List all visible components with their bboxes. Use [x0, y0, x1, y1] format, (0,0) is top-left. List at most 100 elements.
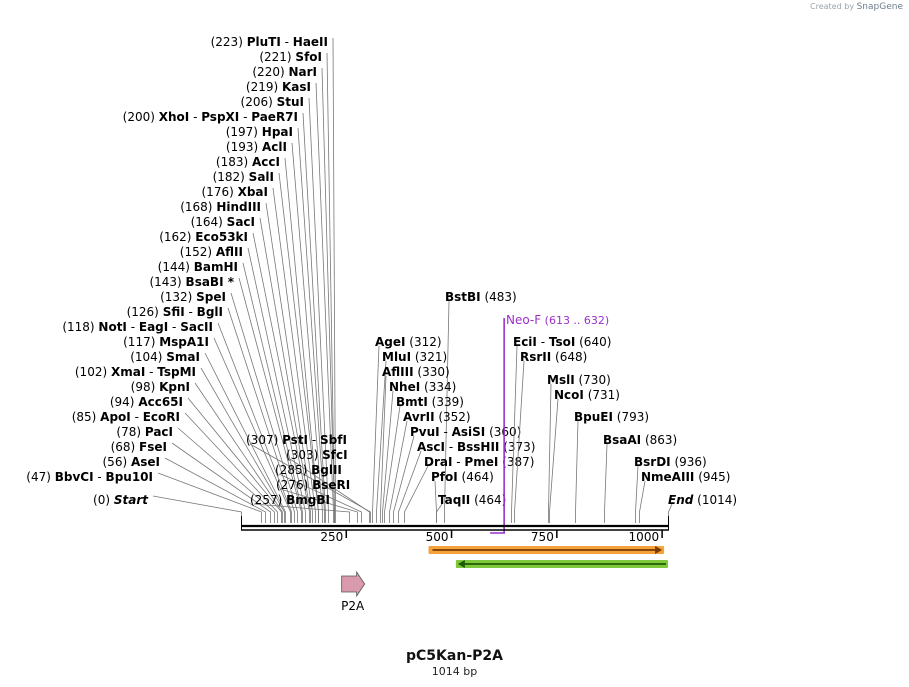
enzyme-name: SfiI [163, 305, 185, 319]
enzyme-name: PspXI [201, 110, 239, 124]
site-position: (387) [498, 455, 534, 469]
enzyme-name: EagI [139, 320, 168, 334]
site-label: (126) SfiI - BglI [127, 305, 223, 319]
site-position: (648) [551, 350, 587, 364]
site-separator: - [131, 410, 143, 424]
site-label: TaqII (464) [438, 493, 506, 507]
enzyme-name: AvrII [403, 410, 435, 424]
site-leader-line [157, 472, 262, 523]
enzyme-name: MspA1I [159, 335, 209, 349]
enzyme-name: BsrDI [634, 455, 671, 469]
site-leader-line [315, 82, 334, 523]
site-leader-line [187, 397, 282, 523]
site-separator: - [452, 455, 464, 469]
enzyme-name: SpeI [196, 290, 226, 304]
site-position: (162) [159, 230, 195, 244]
site-position: (257) [250, 493, 286, 507]
site-separator: - [185, 305, 197, 319]
enzyme-name: NotI [98, 320, 127, 334]
site-leader-line [200, 367, 285, 523]
site-position: (183) [216, 155, 252, 169]
enzyme-name: BsaAI [603, 433, 641, 447]
site-label: MslI (730) [547, 373, 611, 387]
site-leader-line [380, 375, 387, 523]
site-label: (152) AflII [180, 245, 243, 259]
site-label: BsrDI (936) [634, 455, 707, 469]
site-label: (307) PstI - SbfI [246, 433, 347, 447]
site-leader-line [279, 488, 358, 523]
site-position: (176) [202, 185, 238, 199]
enzyme-name: AclI [262, 140, 287, 154]
enzyme-name: SacI [227, 215, 255, 229]
site-label: (285) BglII [275, 463, 342, 477]
site-label: (176) XbaI [202, 185, 269, 199]
site-label: (98) KpnI [131, 380, 190, 394]
site-position: (307) [246, 433, 282, 447]
enzyme-name: BsaBI * [186, 275, 235, 289]
snapgene-logo: SnapGene [856, 2, 903, 12]
enzyme-name: KasI [282, 80, 311, 94]
site-leader-line [393, 435, 415, 523]
site-leader-line [278, 473, 362, 523]
site-leader-line [252, 232, 310, 523]
site-leader-line [253, 503, 350, 523]
site-position: (164) [191, 215, 227, 229]
site-position: (152) [180, 245, 216, 259]
site-leader-line [302, 112, 326, 523]
site-label: (162) Eco53kI [159, 230, 248, 244]
site-leader-line [382, 390, 394, 523]
site-label: (56) AseI [103, 455, 161, 469]
enzyme-name: TspMI [157, 365, 196, 379]
enzyme-name: XmaI [111, 365, 145, 379]
enzyme-name: MslI [547, 373, 575, 387]
site-position: (126) [127, 305, 163, 319]
site-leader-line [247, 247, 306, 523]
enzyme-name: TaqII [438, 493, 470, 507]
site-position: (168) [180, 200, 216, 214]
site-position: (85) [72, 410, 100, 424]
site-leader-line [164, 457, 266, 523]
enzyme-name: ApoI [100, 410, 131, 424]
enzyme-name: StuI [277, 95, 304, 109]
site-position: (945) [694, 470, 730, 484]
site-position: (143) [149, 275, 185, 289]
site-label: BmtI (339) [396, 395, 464, 409]
enzyme-name: TsoI [549, 335, 575, 349]
site-position: (47) [26, 470, 54, 484]
site-position: (98) [131, 380, 159, 394]
site-position: (303) [286, 448, 322, 462]
site-leader-line [184, 412, 278, 523]
enzyme-name: EciI [513, 335, 537, 349]
site-leader-line [177, 427, 275, 523]
enzyme-name: SfcI [322, 448, 347, 462]
site-label: (164) SacI [191, 215, 255, 229]
enzyme-name: XbaI [238, 185, 268, 199]
site-label: (200) XhoI - PspXI - PaeR7I [123, 110, 298, 124]
site-label: (220) NarI [252, 65, 317, 79]
enzyme-name: SbfI [320, 433, 347, 447]
site-label: AvrII (352) [403, 410, 471, 424]
site-separator: - [308, 433, 320, 447]
primer-label: Neo-F (613 .. 632) [506, 313, 609, 327]
enzyme-name: BstBI [445, 290, 481, 304]
site-leader-line [265, 202, 313, 523]
site-position: (793) [613, 410, 649, 424]
site-label: (94) Acc65I [110, 395, 183, 409]
site-label: (117) MspA1I [123, 335, 209, 349]
enzyme-name: End [668, 493, 694, 507]
enzyme-name: PacI [145, 425, 173, 439]
enzyme-name: Acc65I [138, 395, 183, 409]
site-position: (334) [420, 380, 456, 394]
site-position: (182) [213, 170, 249, 184]
site-leader-line [289, 458, 370, 523]
p2a-feature-label: P2A [341, 599, 365, 613]
snapgene-credit: Created by SnapGene [810, 2, 903, 12]
site-leader-line [297, 127, 325, 523]
enzyme-name: BbvCI [55, 470, 94, 484]
enzyme-name: PaeR7I [251, 110, 298, 124]
site-label: (143) BsaBI * [149, 275, 234, 289]
enzyme-name: PvuI [410, 425, 440, 439]
primer-range: (613 .. 632) [541, 314, 609, 327]
enzyme-name: RsrII [520, 350, 551, 364]
site-label: AscI - BssHII (373) [417, 440, 535, 454]
